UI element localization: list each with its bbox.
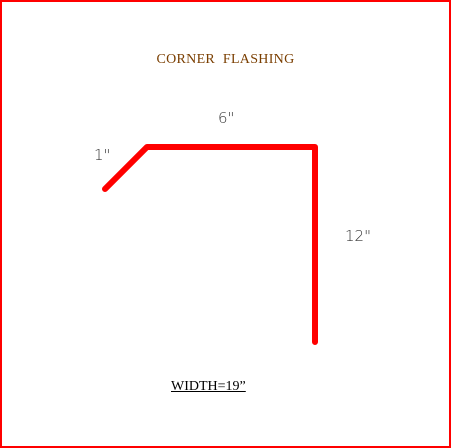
dimension-top-label: 6" [218, 109, 235, 127]
flashing-profile-line [102, 144, 318, 345]
width-label: WIDTH=19” [171, 379, 246, 394]
diagram-title: CORNER FLASHING [2, 52, 449, 68]
dimension-lip-label: 1" [94, 146, 111, 164]
dimension-side-label: 12" [345, 227, 371, 245]
diagram-title-text: CORNER FLASHING [156, 52, 295, 67]
